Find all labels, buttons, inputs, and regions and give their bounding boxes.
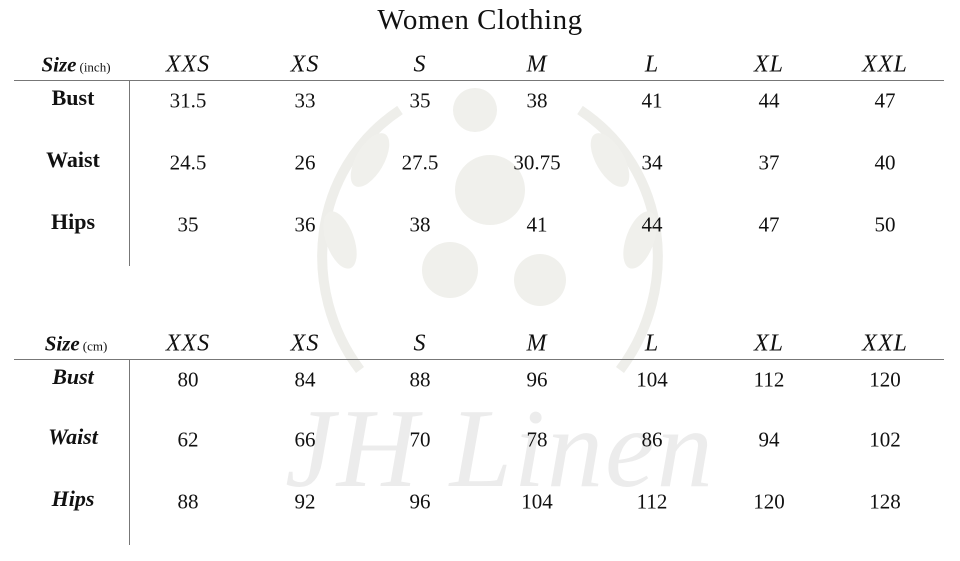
table-cell: 120 [869,367,901,392]
table-cell: 62 [177,427,199,452]
size-header-label: Size (cm) [45,332,108,357]
table-cell: 31.5 [169,88,207,113]
header-divider [14,80,944,81]
size-column-header: M [526,51,548,78]
table-cell: 41 [641,88,663,113]
table-cell: 88 [177,489,199,514]
size-label-text: Size [44,331,80,356]
table-cell: 96 [409,489,431,514]
table-cell: 40 [874,150,896,175]
row-label: Waist [48,424,98,449]
row-label: Bust [52,364,94,389]
size-column-header: XXS [165,330,211,357]
size-column-header: XL [753,51,785,78]
table-cell: 84 [294,367,316,392]
size-column-header: XS [290,51,320,78]
table-cell: 128 [869,489,901,514]
size-label-text: Size [41,52,77,77]
table-cell: 104 [636,367,668,392]
table-cell: 86 [641,427,663,452]
label-column-divider [129,359,130,545]
size-column-header: XL [753,330,785,357]
row-label: Waist [46,147,100,172]
table-cell: 30.75 [513,150,561,175]
size-column-header: XS [290,330,320,357]
table-cell: 120 [753,489,785,514]
unit-label: (cm) [82,338,108,354]
table-cell: 94 [758,427,780,452]
table-cell: 38 [526,88,548,113]
size-header-label: Size (inch) [41,53,110,78]
table-cell: 26 [294,150,316,175]
table-cell: 66 [294,427,316,452]
table-cell: 112 [753,367,785,392]
table-cell: 92 [294,489,316,514]
table-cell: 102 [869,427,901,452]
size-column-header: XXL [862,330,908,357]
page-title: Women Clothing [377,4,583,36]
table-cell: 44 [641,212,663,237]
table-cell: 38 [409,212,431,237]
header-divider [14,359,944,360]
row-label: Bust [51,85,95,110]
size-column-header: L [644,330,660,357]
table-cell: 35 [177,212,199,237]
table-cell: 47 [874,88,896,113]
size-column-header: M [526,330,548,357]
size-column-header: S [413,51,427,78]
table-cell: 78 [526,427,548,452]
label-column-divider [129,80,130,266]
table-cell: 44 [758,88,780,113]
table-cell: 70 [409,427,431,452]
floral-wreath-watermark [317,88,663,373]
table-cell: 112 [636,489,668,514]
table-cell: 34 [641,150,663,175]
table-cell: 41 [526,212,548,237]
size-column-header: XXS [165,51,211,78]
table-cell: 96 [526,367,548,392]
table-cell: 27.5 [401,150,439,175]
table-cell: 104 [521,489,553,514]
table-cell: 35 [409,88,431,113]
table-cell: 47 [758,212,780,237]
table-cell: 36 [294,212,316,237]
table-cell: 88 [409,367,431,392]
brand-watermark: JH Linen [285,387,715,511]
row-label: Hips [51,486,95,511]
table-cell: 37 [758,150,780,175]
table-cell: 50 [874,212,896,237]
row-label: Hips [50,209,96,234]
table-cell: 80 [177,367,199,392]
table-cell: 33 [294,88,316,113]
table-cell: 24.5 [169,150,207,175]
size-column-header: S [413,330,427,357]
size-column-header: XXL [862,51,908,78]
unit-label: (inch) [79,59,111,75]
size-column-header: L [644,51,660,78]
